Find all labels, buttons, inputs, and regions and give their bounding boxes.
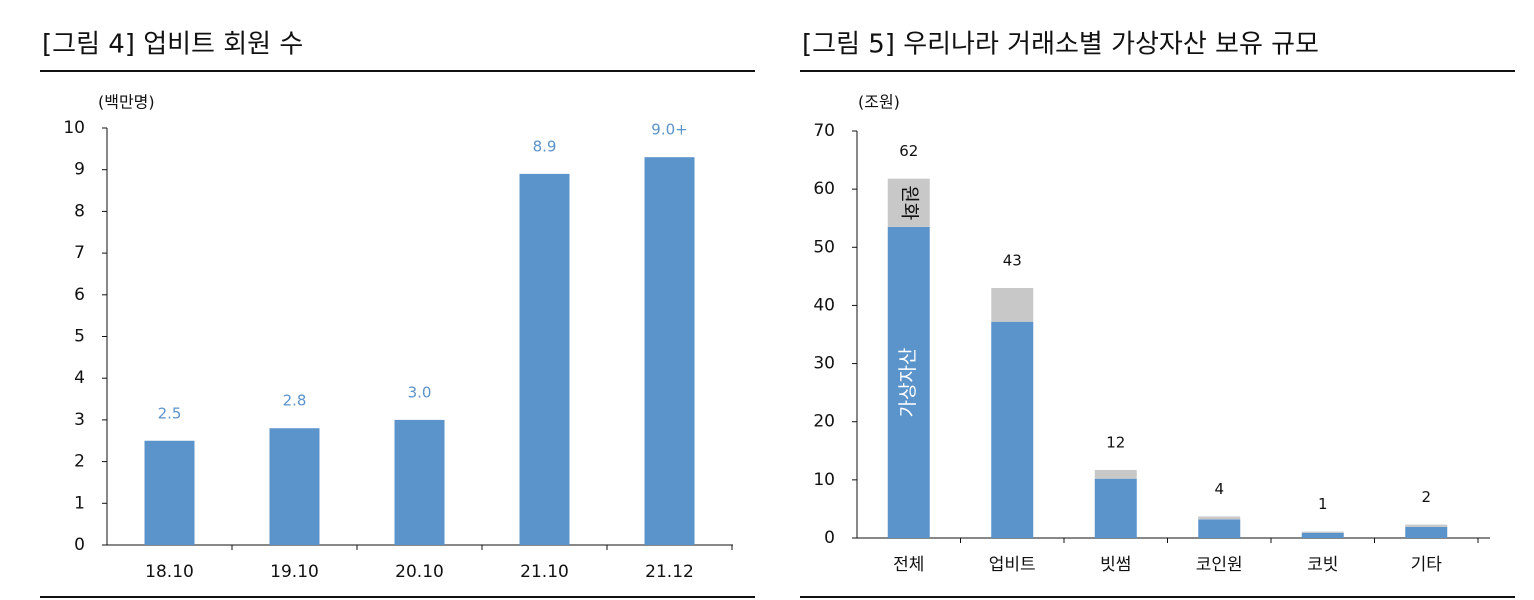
y-tick-label: 20	[813, 412, 835, 432]
y-axis-unit: (조원)	[858, 93, 900, 112]
bar	[269, 428, 320, 545]
x-tick-label: 18.10	[145, 562, 194, 582]
y-axis-unit: (백만명)	[98, 93, 155, 112]
y-tick-label: 10	[813, 470, 835, 490]
x-tick-label: 20.10	[395, 562, 444, 582]
y-tick-label: 7	[74, 243, 85, 263]
chart-title: [그림 4] 업비트 회원 수	[42, 30, 303, 60]
chart-title: [그림 5] 우리나라 거래소별 가상자산 보유 규모	[802, 30, 1319, 60]
bar-segment	[991, 287, 1034, 322]
x-tick-label: 기타	[1411, 555, 1443, 575]
y-tick-label: 4	[74, 368, 85, 388]
bar	[519, 173, 570, 545]
bar-segment	[1405, 524, 1448, 527]
y-tick-label: 5	[74, 327, 85, 347]
value-label: 8.9	[533, 137, 557, 155]
x-tick-label: 19.10	[270, 562, 319, 582]
y-tick-label: 50	[813, 237, 835, 257]
x-tick-label: 업비트	[989, 555, 1036, 575]
x-tick-label: 빗썸	[1100, 555, 1131, 575]
y-tick-label: 1	[74, 493, 85, 513]
bar	[394, 419, 445, 545]
bar-segment	[1094, 469, 1137, 479]
x-tick-label: 21.10	[520, 562, 569, 582]
y-tick-label: 40	[813, 295, 835, 315]
total-label: 43	[1003, 251, 1022, 269]
bar	[644, 157, 695, 545]
bar-segment	[887, 178, 930, 227]
y-tick-label: 0	[824, 528, 835, 548]
x-tick-label: 코인원	[1196, 555, 1243, 575]
y-tick-label: 10	[63, 118, 85, 138]
bar-segment	[1301, 531, 1344, 533]
series-label: 원화	[898, 185, 920, 220]
value-label: 2.5	[158, 404, 182, 422]
y-tick-label: 9	[74, 160, 85, 180]
total-label: 62	[899, 142, 918, 160]
x-tick-label: 전체	[893, 555, 924, 575]
x-tick-label: 코빗	[1307, 555, 1338, 575]
y-tick-label: 8	[74, 201, 85, 221]
y-tick-label: 3	[74, 410, 85, 430]
value-label: 9.0+	[651, 121, 687, 139]
y-tick-label: 70	[813, 121, 835, 141]
bar-segment	[1198, 519, 1241, 538]
value-label: 3.0	[408, 383, 432, 401]
y-tick-label: 30	[813, 354, 835, 374]
bar-segment	[1198, 516, 1241, 520]
bar-segment	[1301, 532, 1344, 538]
bar-segment	[887, 226, 930, 538]
x-tick-label: 21.12	[645, 562, 694, 582]
bar-segment	[1094, 478, 1137, 538]
series-label: 가상자산	[897, 348, 919, 418]
total-label: 1	[1318, 495, 1328, 513]
total-label: 4	[1214, 480, 1224, 498]
total-label: 12	[1106, 433, 1125, 451]
bar	[144, 440, 195, 545]
y-tick-label: 0	[74, 535, 85, 555]
y-tick-label: 2	[74, 452, 85, 472]
y-tick-label: 6	[74, 285, 85, 305]
bar-segment	[1405, 526, 1448, 538]
value-label: 2.8	[283, 392, 307, 410]
y-tick-label: 60	[813, 179, 835, 199]
bar-segment	[991, 321, 1034, 538]
total-label: 2	[1421, 488, 1431, 506]
